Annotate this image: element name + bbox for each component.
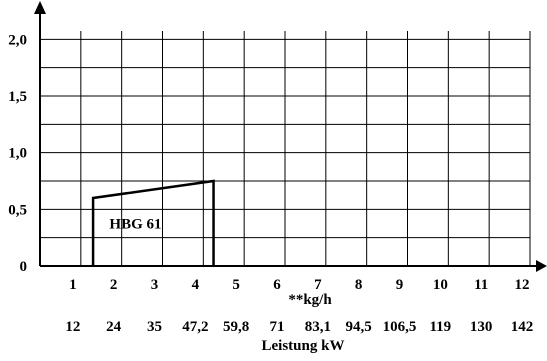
- y-tick-labels: 0 0,5 1,0 1,5 2,0: [8, 32, 27, 275]
- secondary-x-tick-labels: 12 24 35 47,2 59,8 71 83,1 94,5 106,5 119 130 142: [65, 319, 533, 335]
- secondary-x-tick-label: 59,8: [223, 319, 249, 335]
- series-annotation-label: HBG 61: [109, 217, 161, 233]
- secondary-x-tick-label: 142: [511, 319, 534, 335]
- secondary-x-tick-label: 94,5: [346, 319, 372, 335]
- y-tick-label: 1,0: [8, 146, 27, 162]
- secondary-x-tick-label: 119: [429, 319, 451, 335]
- x-tick-label: 9: [396, 277, 404, 293]
- secondary-x-tick-label: 130: [470, 319, 493, 335]
- secondary-x-tick-label: 71: [270, 319, 285, 335]
- x-tick-label: 2: [110, 277, 118, 293]
- x-tick-labels: 1 2 3 4 5 6 7 8 9 10 11 12: [69, 277, 529, 293]
- secondary-x-tick-label: 24: [106, 319, 122, 335]
- series-line: [91, 179, 215, 266]
- x-tick-label: 8: [355, 277, 363, 293]
- secondary-x-tick-label: 83,1: [305, 319, 331, 335]
- x-axis-arrow-icon: [536, 260, 547, 272]
- x-tick-label: 7: [314, 277, 322, 293]
- secondary-x-tick-label: 47,2: [182, 319, 208, 335]
- y-axis-arrow-icon: [34, 1, 46, 14]
- x-tick-label: 3: [151, 277, 159, 293]
- secondary-x-tick-label: 35: [147, 319, 162, 335]
- secondary-x-tick-label: 12: [65, 319, 80, 335]
- y-tick-label: 1,5: [8, 89, 27, 105]
- grid: [40, 31, 531, 266]
- secondary-x-tick-label: 106,5: [383, 319, 417, 335]
- x-tick-label: 10: [433, 277, 448, 293]
- x-axis-title: **kg/h: [288, 292, 332, 308]
- x-tick-label: 11: [474, 277, 488, 293]
- axes: [34, 1, 547, 272]
- y-tick-label: 0,5: [8, 202, 27, 218]
- secondary-x-axis-title: Leistung kW: [262, 338, 345, 354]
- x-tick-label: 6: [273, 277, 281, 293]
- x-tick-label: 1: [69, 277, 77, 293]
- x-tick-label: 5: [232, 277, 240, 293]
- y-tick-label: 2,0: [8, 32, 27, 48]
- y-tick-label: 0: [20, 259, 28, 275]
- x-tick-label: 4: [192, 277, 200, 293]
- series: HBG 61: [91, 179, 215, 266]
- x-tick-label: 12: [515, 277, 530, 293]
